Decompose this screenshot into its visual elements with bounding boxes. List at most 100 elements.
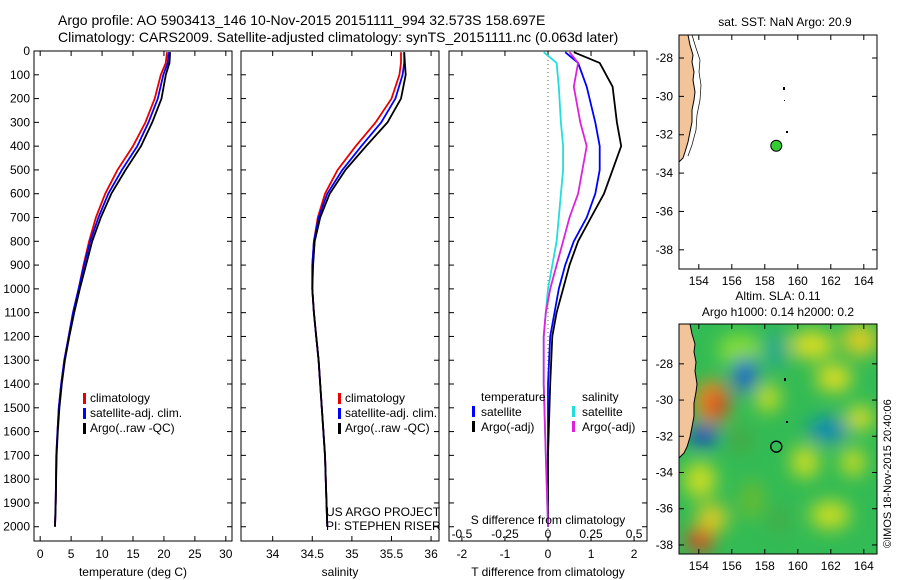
y-tick-label: 2000 (3, 520, 30, 534)
legend-label-s-argo: Argo(-adj) (582, 420, 635, 434)
sst-map-frame (678, 34, 878, 270)
sla-title-line2: Argo h1000: 0.14 h2000: 0.2 (702, 305, 854, 319)
map-y-tick-label: -30 (656, 89, 674, 103)
argo-float-marker (770, 440, 783, 453)
x-tick-label: 30 (219, 547, 233, 561)
x-tick-label: 20 (157, 547, 171, 561)
temperature-legend: climatology satellite-adj. clim. Argo(..… (83, 391, 182, 435)
island-speck (784, 100, 785, 101)
y-tick-label: 900 (10, 258, 30, 272)
y-tick-label: 1400 (3, 377, 30, 391)
map-x-tick-label: 164 (854, 274, 874, 288)
figure-title-line1: Argo profile: AO 5903413_146 10-Nov-2015… (58, 12, 545, 28)
x-tick-label: 5 (68, 547, 75, 561)
y-tick-label: 200 (10, 92, 30, 106)
legend-label-s-satellite: satellite (582, 405, 623, 419)
legend-swatch-satellite (338, 408, 341, 419)
series-line-argo-raw-qc- (311, 52, 407, 527)
map-x-tick-label: 160 (788, 274, 808, 288)
x-tick-label: 0 (37, 547, 44, 561)
map-y-tick-label: -38 (656, 538, 674, 552)
map-x-tick-label: 164 (854, 559, 874, 573)
project-annotation-line2: PI: STEPHEN RISER (326, 519, 441, 533)
y-tick-label: 800 (10, 234, 30, 248)
y-tick-label: 700 (10, 211, 30, 225)
y-tick-label: 1500 (3, 401, 30, 415)
x-tick-label: 10 (95, 547, 109, 561)
salinity-panel: 34 34.5 35 35.5 36 salinity climatology sate… (240, 50, 441, 579)
y-tick-label: 500 (10, 163, 30, 177)
x-tick-label: 15 (126, 547, 140, 561)
map-x-tick-label: 156 (722, 559, 742, 573)
legend-swatch-argo (83, 423, 86, 434)
x-top-tick-label: 0.5 (626, 527, 643, 541)
x-tick-label: 36 (424, 547, 438, 561)
x-top-tick-label: -0.5 (452, 527, 473, 541)
map-x-tick-label: 162 (821, 274, 841, 288)
x-tick-label: 1 (588, 547, 595, 561)
difference-panel: -2 -1 0 1 2 -0.5 -0.25 0 0.25 0.5 S difference fr… (448, 50, 648, 579)
legend-swatch-s-satellite (572, 406, 575, 417)
island-speck (784, 378, 786, 381)
figure-title-line2: Climatology: CARS2009. Satellite-adjuste… (58, 29, 618, 45)
map-y-tick-label: -38 (656, 243, 674, 257)
map-y-tick-label: -30 (656, 393, 674, 407)
map-x-tick-label: 162 (821, 559, 841, 573)
series-line-satellite (547, 51, 601, 527)
x-top-tick-label: 0.25 (579, 527, 603, 541)
map-x-tick-label: 154 (689, 274, 709, 288)
series-line-argo-adj- (542, 51, 588, 527)
series-line-argo-raw-qc- (54, 52, 171, 527)
series-line-satellite-adj-clim- (311, 52, 406, 527)
map-y-tick-label: -28 (656, 357, 674, 371)
x-tick-label: -2 (457, 547, 468, 561)
island-speck (786, 421, 788, 423)
y-tick-label: 400 (10, 139, 30, 153)
x-top-tick-label: -0.25 (491, 527, 519, 541)
legend-swatch-argo (338, 423, 341, 434)
x-tick-label: 2 (631, 547, 638, 561)
x-tick-label: 34 (266, 547, 280, 561)
y-tick-label: 100 (10, 68, 30, 82)
map-x-tick-label: 160 (788, 559, 808, 573)
salinity-xlabel: salinity (322, 565, 359, 579)
legend-label-t-satellite: satellite (481, 405, 522, 419)
map-x-tick-label: 156 (722, 274, 742, 288)
australia-coast-land (679, 324, 698, 459)
temperature-xlabel: temperature (deg C) (79, 565, 187, 579)
x-top-tick-label: 0 (545, 527, 552, 541)
map-x-tick-label: 158 (755, 559, 775, 573)
legend-swatch-t-satellite (472, 406, 475, 417)
map-y-tick-label: -34 (656, 166, 674, 180)
series-line-argo-adj- (547, 51, 623, 527)
australia-coast-land (679, 35, 696, 163)
legend-title-temperature: temperature (481, 390, 546, 404)
legend-label-climatology: climatology (345, 391, 405, 405)
y-tick-label: 0 (23, 44, 30, 58)
map-y-tick-label: -36 (656, 502, 674, 516)
difference-top-xlabel: S difference from climatology (471, 513, 626, 527)
y-tick-label: 1300 (3, 353, 30, 367)
legend-title-salinity: salinity (582, 390, 619, 404)
map-x-tick-label: 154 (689, 559, 709, 573)
legend-swatch-satellite (83, 408, 86, 419)
y-tick-label: 1800 (3, 472, 30, 486)
map-y-tick-label: -36 (656, 204, 674, 218)
sla-map-panel: Altim. SLA: 0.11 Argo h1000: 0.14 h2000:… (656, 289, 878, 573)
legend-swatch-s-argo (572, 421, 575, 432)
imos-watermark: ©IMOS 18-Nov-2015 20:40:06 (882, 399, 894, 548)
difference-xlabel: T difference from climatology (471, 565, 625, 579)
map-y-tick-label: -32 (656, 429, 674, 443)
y-tick-label: 1900 (3, 496, 30, 510)
temperature-panel: 0 5 10 15 20 25 300100200300400500600700800900… (3, 44, 233, 579)
legend-swatch-t-argo (472, 421, 475, 432)
legend-label-argo: Argo(..raw -QC) (345, 421, 430, 435)
map-y-tick-label: -32 (656, 128, 674, 142)
y-tick-label: 1600 (3, 425, 30, 439)
legend-swatch-climatology (338, 393, 341, 404)
legend-label-t-argo: Argo(-adj) (481, 420, 534, 434)
x-tick-label: 34.5 (301, 547, 325, 561)
project-annotation-line1: US ARGO PROJECT (326, 505, 441, 519)
difference-legend: temperature satellite Argo(-adj) salinit… (472, 390, 635, 434)
